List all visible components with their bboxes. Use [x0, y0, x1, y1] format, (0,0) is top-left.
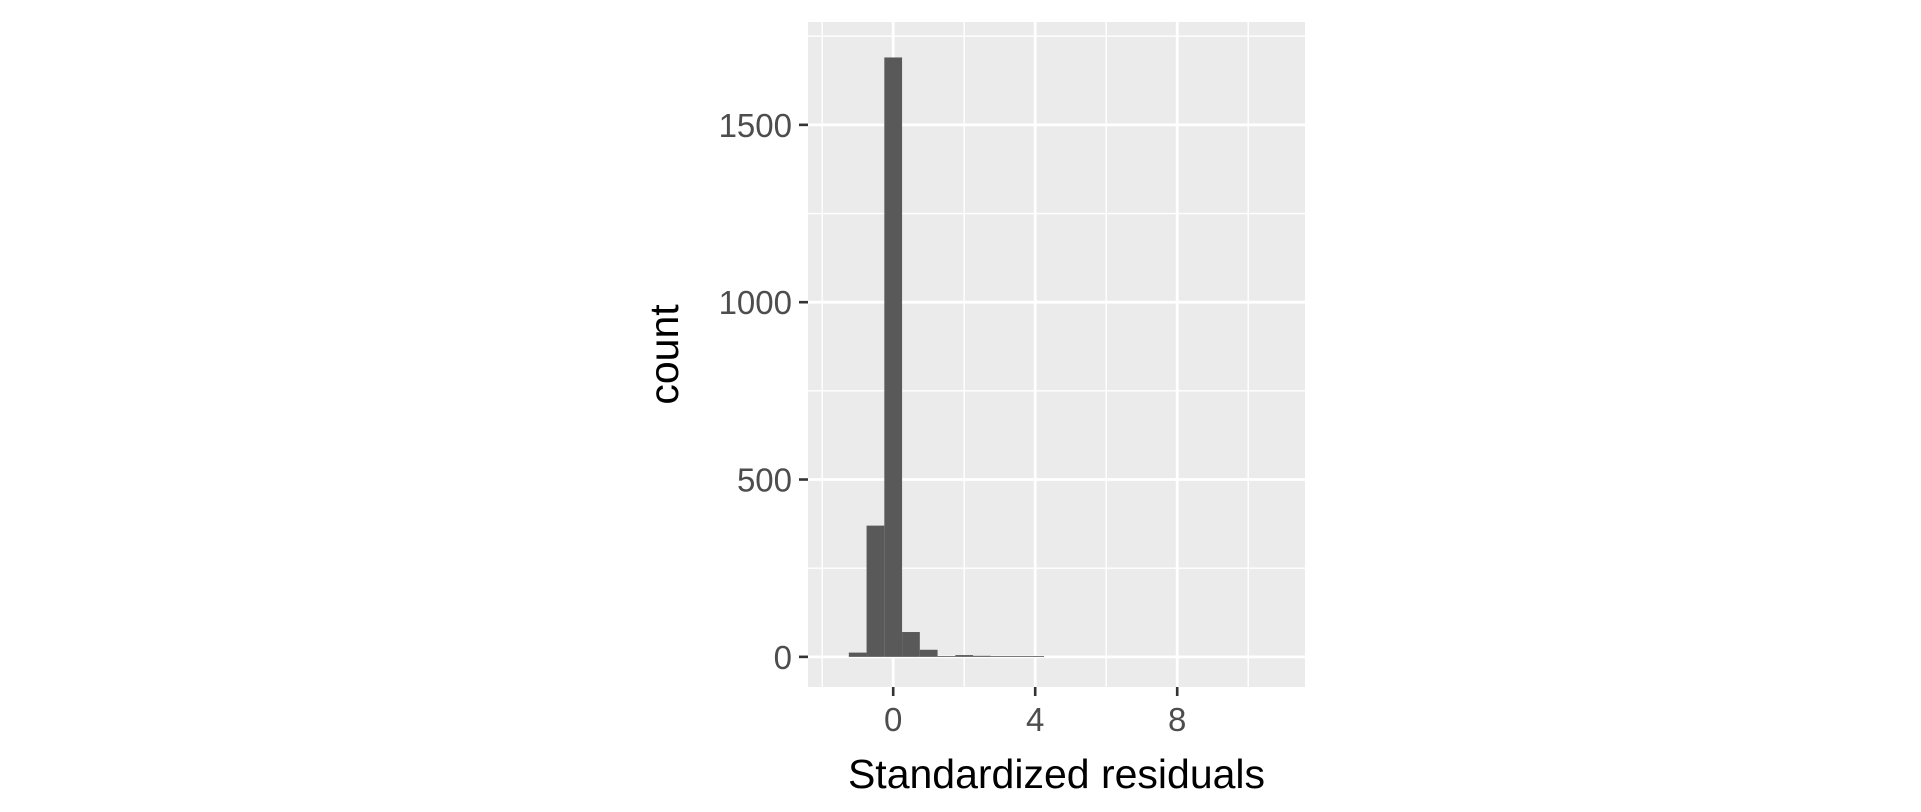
histogram-bar — [1008, 656, 1027, 657]
y-tick-label: 500 — [737, 462, 792, 499]
y-axis: 0 500 1000 1500 — [719, 107, 808, 676]
x-axis-title: Standardized residuals — [848, 751, 1265, 797]
minor-grid — [808, 22, 1305, 687]
histogram-bar — [990, 656, 1009, 657]
x-tick-label: 4 — [1026, 701, 1044, 738]
y-axis-title: count — [641, 304, 687, 405]
histogram-bar — [973, 655, 991, 657]
histogram-bar — [848, 652, 867, 657]
y-tick-label: 0 — [774, 639, 792, 676]
histogram-bar — [937, 656, 956, 657]
histogram-bar — [866, 525, 885, 657]
histogram-bar — [955, 655, 974, 657]
histogram-bar — [1026, 656, 1045, 657]
x-axis: 0 4 8 — [884, 687, 1186, 738]
histogram-bar — [919, 649, 938, 657]
x-tick-label: 0 — [884, 701, 902, 738]
y-tick-label: 1000 — [719, 284, 792, 321]
y-tick-label: 1500 — [719, 107, 792, 144]
x-tick-label: 8 — [1168, 701, 1186, 738]
histogram-bars — [848, 57, 1045, 657]
histogram-bar — [884, 57, 903, 657]
histogram-bar — [902, 632, 920, 657]
